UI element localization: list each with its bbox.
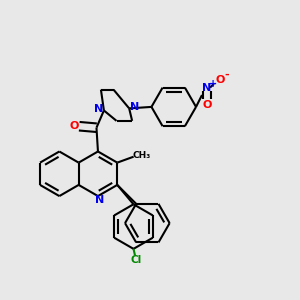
Text: O: O [202, 100, 212, 110]
Text: +: + [209, 79, 217, 89]
Text: O: O [70, 121, 79, 131]
Text: N: N [94, 104, 103, 114]
Text: -: - [224, 70, 229, 80]
Text: N: N [202, 83, 212, 94]
Text: O: O [215, 75, 224, 85]
Text: CH₃: CH₃ [133, 151, 151, 160]
Text: Cl: Cl [130, 255, 142, 265]
Text: N: N [94, 195, 104, 205]
Text: N: N [130, 102, 139, 112]
